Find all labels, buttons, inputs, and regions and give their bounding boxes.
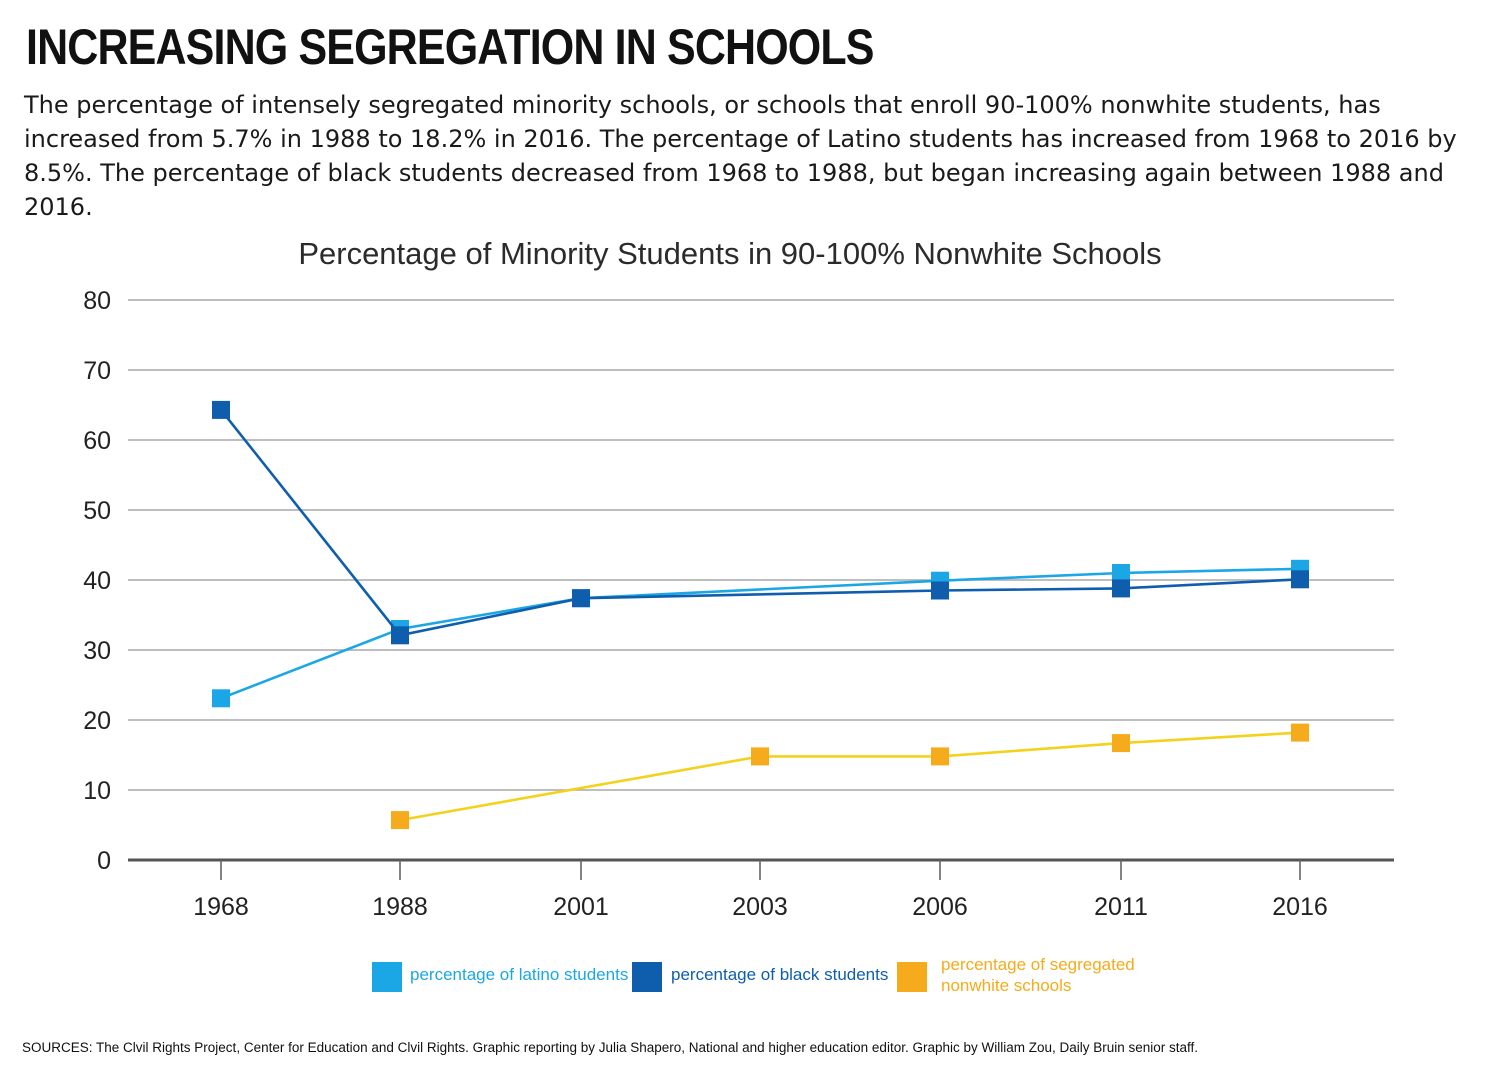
x-tick-label: 1968 bbox=[193, 893, 249, 921]
series-line bbox=[399, 731, 1301, 822]
data-point-marker bbox=[1291, 723, 1309, 742]
data-point-marker bbox=[391, 626, 409, 645]
legend-label: percentage of segregated nonwhite schools bbox=[941, 955, 1135, 995]
series-2 bbox=[391, 723, 1309, 830]
data-point-marker bbox=[751, 747, 769, 766]
legend-label: percentage of black students bbox=[671, 965, 888, 984]
intro-paragraph: The percentage of intensely segregated m… bbox=[24, 91, 1457, 221]
series-line bbox=[219, 409, 1301, 637]
chart-title: Percentage of Minority Students in 90-10… bbox=[298, 236, 1162, 271]
x-tick-label: 1988 bbox=[372, 893, 428, 921]
x-axis-ticks: 1968 1988 2001 2003 2006 2011 2016 bbox=[193, 860, 1328, 921]
data-point-marker bbox=[572, 589, 590, 608]
gridlines bbox=[128, 299, 1394, 862]
data-point-marker bbox=[1291, 570, 1309, 589]
data-point-marker bbox=[1112, 734, 1130, 753]
y-tick-label: 30 bbox=[83, 637, 111, 665]
y-tick-label: 70 bbox=[83, 357, 111, 385]
x-tick-label: 2001 bbox=[553, 893, 609, 921]
y-tick-label: 20 bbox=[83, 707, 111, 735]
data-point-marker bbox=[212, 400, 230, 419]
headline: INCREASING SEGREGATION IN SCHOOLS bbox=[26, 19, 874, 75]
legend-label: percentage of latino students bbox=[410, 965, 628, 984]
y-tick-label: 50 bbox=[83, 497, 111, 525]
x-tick-label: 2011 bbox=[1094, 893, 1148, 921]
series-lines bbox=[212, 400, 1309, 830]
legend-swatch bbox=[372, 962, 402, 992]
series-0 bbox=[212, 559, 1309, 708]
x-tick-label: 2016 bbox=[1272, 893, 1328, 921]
x-tick-label: 2003 bbox=[732, 893, 788, 921]
data-point-marker bbox=[931, 747, 949, 766]
legend-swatch bbox=[632, 962, 662, 992]
y-tick-label: 40 bbox=[83, 567, 111, 595]
series-1 bbox=[212, 400, 1309, 645]
y-tick-label: 0 bbox=[97, 847, 111, 875]
data-point-marker bbox=[931, 581, 949, 600]
data-point-marker bbox=[1112, 579, 1130, 598]
legend-item-1: percentage of black students bbox=[632, 962, 888, 992]
y-tick-label: 60 bbox=[83, 427, 111, 455]
legend-item-2: percentage of segregated nonwhite schools bbox=[897, 955, 1135, 995]
y-tick-label: 80 bbox=[83, 287, 111, 315]
line-chart: 0 10 20 30 40 50 60 70 80 1968 1988 2001 2003 2006 20… bbox=[83, 287, 1394, 995]
legend: percentage of latino students percentage … bbox=[372, 955, 1135, 995]
legend-swatch bbox=[897, 962, 927, 992]
y-axis-ticks: 0 10 20 30 40 50 60 70 80 bbox=[83, 287, 111, 875]
y-tick-label: 10 bbox=[83, 777, 111, 805]
data-point-marker bbox=[1112, 564, 1130, 582]
data-point-marker bbox=[212, 689, 230, 708]
x-tick-label: 2006 bbox=[912, 893, 968, 921]
series-line bbox=[220, 567, 1301, 700]
legend-item-0: percentage of latino students bbox=[372, 962, 628, 992]
sources-credit: SOURCES: The Clvil Rights Project, Cente… bbox=[22, 1040, 1199, 1055]
data-point-marker bbox=[391, 811, 409, 830]
